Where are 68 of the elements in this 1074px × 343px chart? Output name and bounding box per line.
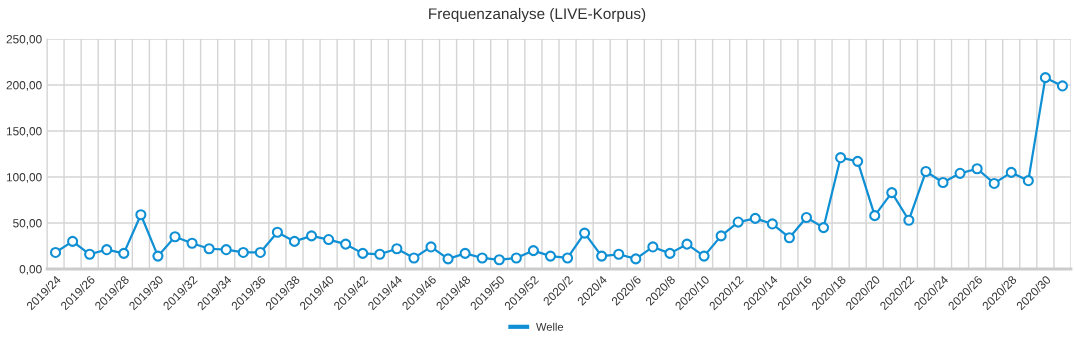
point xyxy=(698,250,710,262)
point xyxy=(1056,80,1069,92)
point xyxy=(67,235,79,247)
point xyxy=(561,252,574,264)
point xyxy=(579,227,591,239)
point xyxy=(544,250,557,262)
point xyxy=(493,254,505,266)
point xyxy=(613,248,625,260)
point xyxy=(1039,72,1051,84)
point xyxy=(749,212,761,224)
point xyxy=(101,244,113,256)
point xyxy=(135,209,147,221)
chart-title: Frequenzanalyse (LIVE-Korpus) xyxy=(429,7,646,23)
point xyxy=(459,247,471,259)
y-tick-label: 100,00 xyxy=(6,173,42,183)
point xyxy=(152,250,164,262)
point xyxy=(476,252,488,264)
y-tick-label: 50,00 xyxy=(13,219,42,229)
point xyxy=(630,253,642,265)
point xyxy=(1005,166,1017,178)
y-tick-label: 0,00 xyxy=(19,265,42,275)
point xyxy=(852,155,864,167)
point xyxy=(766,218,778,230)
point xyxy=(817,222,830,234)
point xyxy=(186,237,198,249)
point xyxy=(254,246,266,258)
point xyxy=(323,234,335,246)
point xyxy=(783,232,795,244)
point xyxy=(596,250,608,262)
point xyxy=(237,246,249,258)
point xyxy=(288,235,301,247)
point xyxy=(835,152,847,164)
point xyxy=(903,214,915,226)
point xyxy=(510,252,522,264)
point xyxy=(954,167,966,179)
point xyxy=(425,241,437,253)
point xyxy=(1022,175,1034,187)
point xyxy=(988,177,1000,189)
point xyxy=(886,187,898,199)
point xyxy=(84,248,96,260)
point xyxy=(374,248,386,260)
point xyxy=(408,252,420,264)
point xyxy=(169,231,181,243)
point xyxy=(391,243,403,255)
y-tick-label: 200,00 xyxy=(6,81,42,91)
point xyxy=(971,163,983,175)
point xyxy=(118,247,130,259)
point xyxy=(920,165,932,178)
point xyxy=(681,238,693,250)
point xyxy=(732,216,744,228)
point xyxy=(442,253,454,265)
point xyxy=(647,241,659,253)
point xyxy=(937,176,949,189)
point xyxy=(527,245,539,257)
y-tick-label: 250,00 xyxy=(6,35,42,45)
point xyxy=(340,238,352,250)
point xyxy=(305,230,318,242)
legend-label: Welle xyxy=(536,322,564,331)
point xyxy=(220,244,232,256)
point xyxy=(664,247,676,259)
point xyxy=(271,226,283,238)
y-tick-label: 150,00 xyxy=(6,127,42,137)
point xyxy=(869,210,881,222)
point xyxy=(203,243,215,255)
point xyxy=(49,246,62,258)
point xyxy=(357,247,369,259)
point xyxy=(715,230,727,242)
point xyxy=(800,211,813,224)
